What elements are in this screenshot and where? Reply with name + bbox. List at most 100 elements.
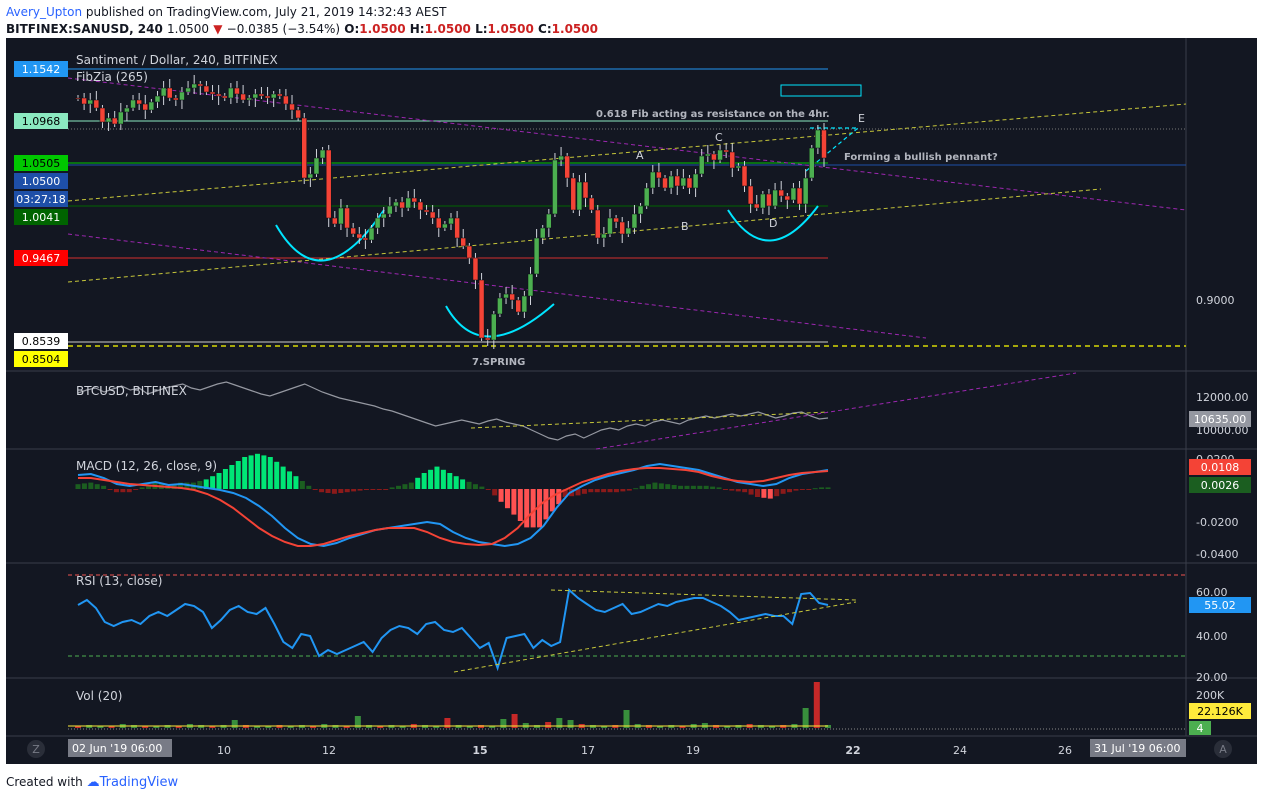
macd-hist-bar bbox=[344, 489, 350, 493]
btc-pane[interactable]: BTCUSD, BITFINEX 12000.00 10000.00 10635… bbox=[76, 372, 1251, 450]
candle-body bbox=[717, 149, 723, 161]
candle-body bbox=[747, 185, 754, 205]
candle-body bbox=[613, 217, 619, 223]
volume-bar bbox=[623, 710, 630, 728]
macd-hist-bar bbox=[389, 487, 395, 489]
volume-bar bbox=[175, 726, 182, 728]
candle-body bbox=[796, 187, 803, 205]
macd-hist-bar bbox=[94, 484, 100, 489]
macd-hist-bar bbox=[703, 485, 709, 489]
candle-body bbox=[258, 93, 265, 97]
candle-body bbox=[289, 103, 295, 111]
candle-body bbox=[209, 91, 216, 95]
macd-hist-bar bbox=[639, 485, 645, 489]
macd-histogram bbox=[75, 453, 831, 528]
candle-body bbox=[136, 99, 142, 105]
candle-body bbox=[723, 149, 729, 153]
candle-body bbox=[246, 97, 252, 101]
candle-body bbox=[607, 217, 613, 235]
candle-body bbox=[668, 175, 674, 189]
macd-hist-bar bbox=[203, 479, 209, 489]
time-axis[interactable]: Z 02 Jun '19 06:00 10 12 15 17 19 22 24 … bbox=[27, 739, 1232, 758]
candle-body bbox=[215, 93, 222, 97]
volume-pane[interactable]: Vol (20) 200K 22.126K 4 bbox=[68, 682, 1251, 735]
ohlc-close: 1.0500 bbox=[551, 22, 598, 36]
volume-bar bbox=[265, 726, 272, 728]
candle-body bbox=[301, 117, 307, 179]
candle-body bbox=[692, 173, 699, 189]
macd-hist-bar bbox=[197, 481, 203, 489]
volume-bar bbox=[310, 726, 317, 728]
macd-hist-bar bbox=[690, 485, 696, 489]
candle-body bbox=[643, 187, 650, 207]
time-tick-22: 22 bbox=[845, 744, 860, 757]
candle-body bbox=[625, 227, 632, 235]
time-tick-26: 26 bbox=[1058, 744, 1072, 757]
macd-hist-bar bbox=[415, 477, 421, 489]
candle-body bbox=[332, 217, 338, 225]
candle-body bbox=[790, 187, 797, 201]
candle-body bbox=[735, 165, 742, 169]
volume-bar bbox=[657, 726, 664, 728]
candle-body bbox=[595, 209, 601, 239]
macd-hist-bar bbox=[806, 489, 812, 490]
candle-body bbox=[631, 213, 638, 229]
candle-body bbox=[570, 177, 577, 211]
candle-series bbox=[75, 75, 827, 349]
candle-body bbox=[784, 195, 791, 201]
macd-hist-bar bbox=[75, 484, 81, 489]
rsi-pane[interactable]: RSI (13, close) 60.00 40.00 20.00 55.02 bbox=[68, 574, 1251, 684]
candle-body bbox=[179, 91, 185, 101]
macd-hist-bar bbox=[440, 469, 446, 489]
symbol-info: BITFINEX:SANUSD, 240 1.0500 ▼ −0.0385 (−… bbox=[6, 22, 598, 36]
macd-pane[interactable]: MACD (12, 26, close, 9) 0.0200 -0.0200 -… bbox=[75, 453, 1252, 561]
point-c-label: C bbox=[715, 131, 723, 144]
candle-body bbox=[374, 217, 381, 229]
vol-tick-200k: 200K bbox=[1196, 689, 1225, 702]
candle-body bbox=[350, 227, 356, 235]
candle-body bbox=[344, 207, 350, 229]
auto-scale-button[interactable]: A bbox=[1219, 743, 1227, 756]
candle-body bbox=[99, 107, 106, 123]
signal-line bbox=[78, 467, 829, 547]
rsi-line bbox=[77, 588, 829, 672]
candle-body bbox=[319, 149, 326, 159]
candle-body bbox=[656, 171, 662, 179]
down-arrow-icon: ▼ bbox=[213, 22, 223, 36]
point-a-label: A bbox=[636, 149, 644, 162]
main-pane[interactable]: 0.618 Fib acting as resistance on the 4h… bbox=[67, 68, 1186, 368]
candle-body bbox=[429, 211, 436, 219]
candle-body bbox=[662, 177, 668, 189]
macd-hist-bar bbox=[537, 489, 543, 528]
candle-body bbox=[75, 97, 81, 100]
tradingview-brand[interactable]: TradingView bbox=[99, 775, 179, 790]
macd-hist-bar bbox=[819, 487, 825, 489]
macd-title: MACD (12, 26, close, 9) bbox=[76, 459, 217, 473]
macd-hist-bar bbox=[178, 482, 184, 489]
macd-hist-bar bbox=[780, 489, 786, 494]
volume-bar bbox=[466, 726, 473, 728]
published-text: published on TradingView.com, July 21, 2… bbox=[85, 5, 447, 19]
macd-hist-bar bbox=[665, 484, 671, 489]
chart-area[interactable]: 0.618 Fib acting as resistance on the 4h… bbox=[6, 38, 1257, 764]
author-link[interactable]: Avery_Upton bbox=[6, 5, 83, 19]
ohlc-h-label: H: bbox=[409, 22, 425, 36]
macd-hist-bar bbox=[504, 489, 510, 509]
fibzia-label[interactable]: FibZia (265) bbox=[76, 70, 148, 84]
candle-body bbox=[760, 193, 766, 209]
candle-body bbox=[588, 197, 595, 211]
macd-hist-bar bbox=[383, 489, 389, 490]
volume-bars bbox=[75, 682, 831, 728]
last-price: 1.0500 bbox=[167, 22, 210, 36]
macd-hist-bar bbox=[325, 489, 331, 493]
macd-hist-bar bbox=[376, 489, 382, 490]
macd-hist-bar bbox=[556, 489, 562, 505]
macd-hist-bar bbox=[671, 485, 677, 489]
volume-bar bbox=[601, 726, 608, 728]
log-scale-button[interactable]: Z bbox=[32, 743, 40, 756]
macd-hist-bar bbox=[613, 489, 619, 493]
candle-body bbox=[533, 237, 540, 275]
candle-body bbox=[778, 189, 784, 197]
ohlc-open: 1.0500 bbox=[359, 22, 406, 36]
candle-body bbox=[509, 293, 515, 301]
